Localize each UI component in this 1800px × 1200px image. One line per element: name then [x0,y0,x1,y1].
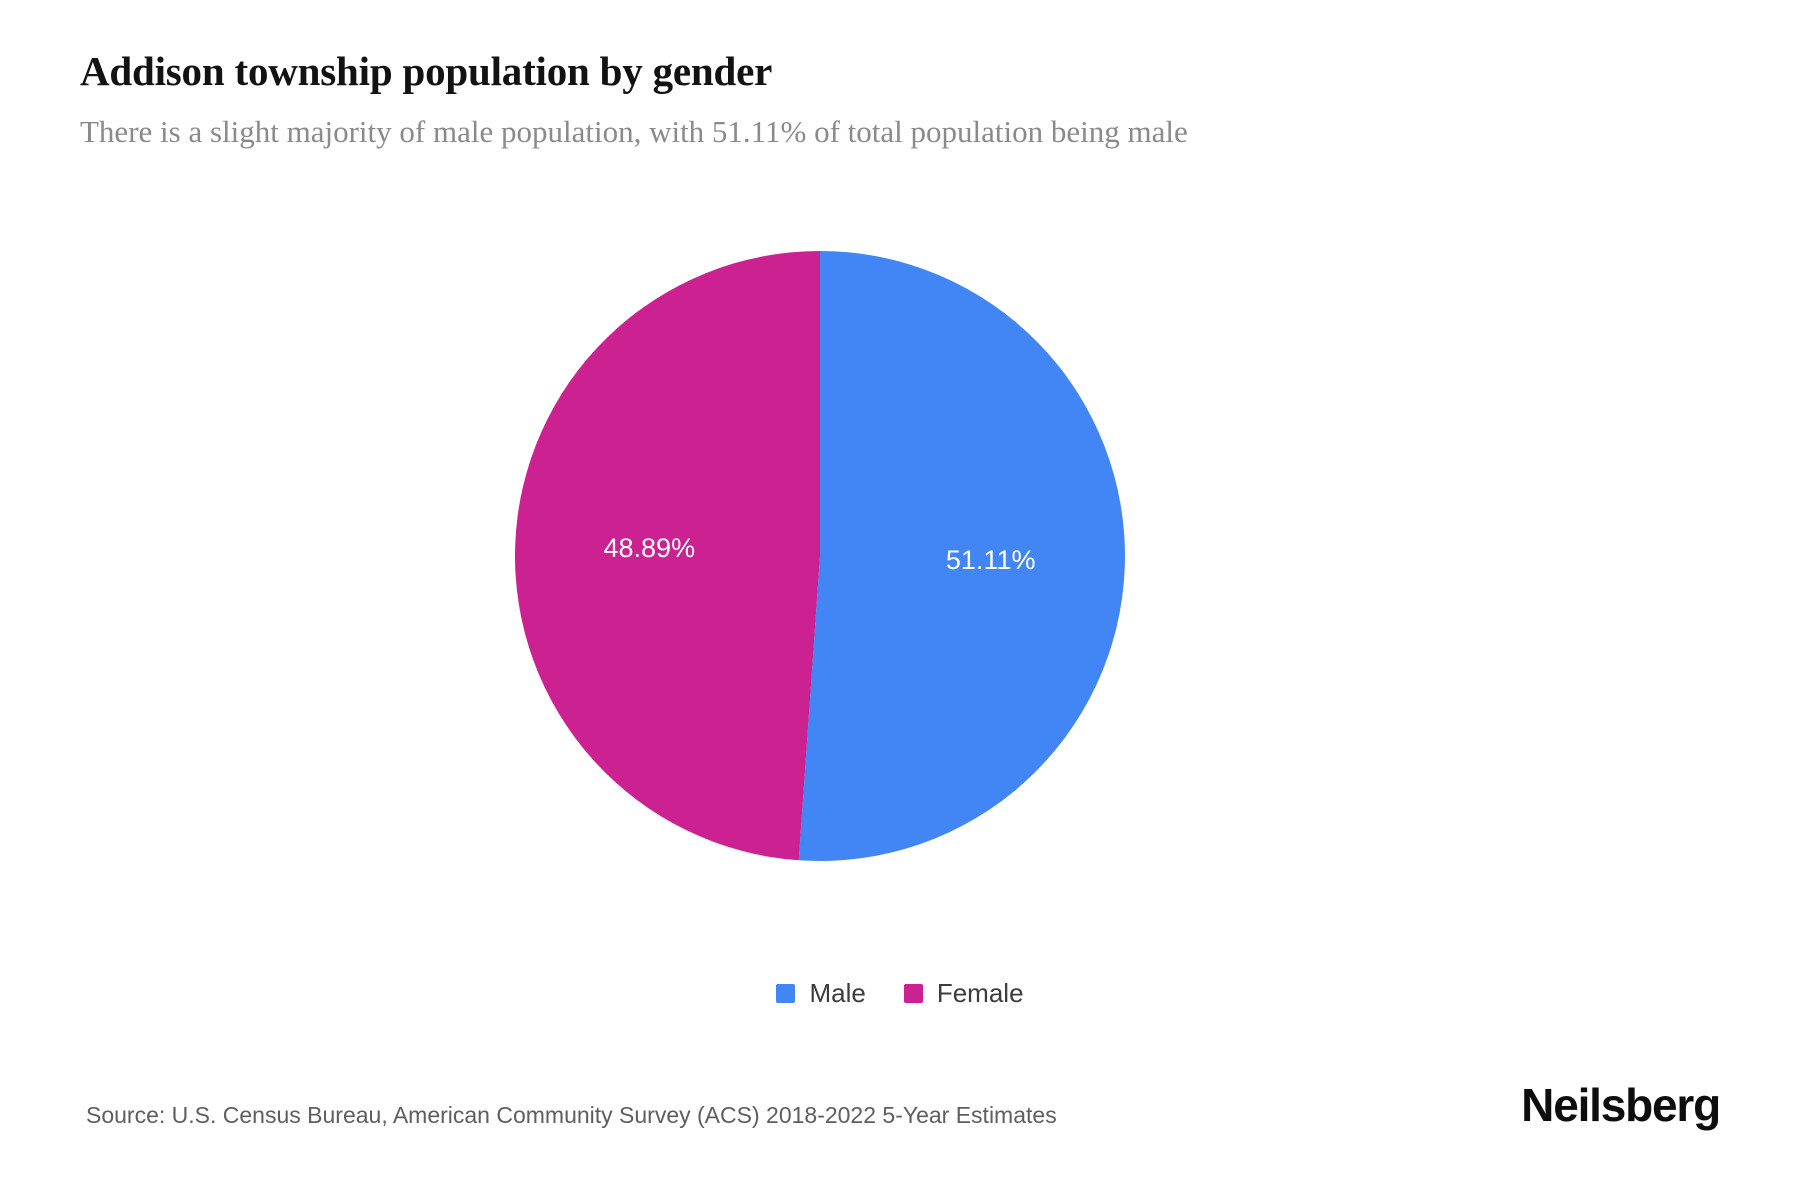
legend-item-male[interactable]: Male [776,978,866,1009]
pie-slices [515,251,1125,861]
pie-slice-labels: 51.11% 48.89% [604,533,1036,575]
pie-chart: 51.11% 48.89% [515,248,1125,864]
legend-label-male: Male [809,978,866,1008]
pie-slice-label-male: 51.11% [946,545,1036,575]
pie-chart-svg: 51.11% 48.89% [515,251,1125,861]
chart-legend: Male Female [0,978,1800,1009]
chart-header: Addison township population by gender Th… [80,48,1720,150]
legend-label-female: Female [936,978,1024,1008]
source-note: Source: U.S. Census Bureau, American Com… [86,1102,1057,1128]
legend-swatch-male-icon [776,984,796,1003]
chart-footer: Source: U.S. Census Bureau, American Com… [0,1040,1800,1200]
legend-swatch-female-icon [903,984,923,1003]
page-title: Addison township population by gender [80,48,773,94]
chart-subtitle: There is a slight majority of male popul… [80,114,1188,150]
pie-slice-male[interactable] [798,251,1125,861]
pie-slice-female[interactable] [515,251,820,861]
legend-item-female[interactable]: Female [903,978,1024,1009]
plot-area: 51.11% 48.89% [0,200,1800,900]
brand-logo: Neilsberg [1521,1079,1721,1131]
pie-slice-label-female: 48.89% [604,533,696,563]
